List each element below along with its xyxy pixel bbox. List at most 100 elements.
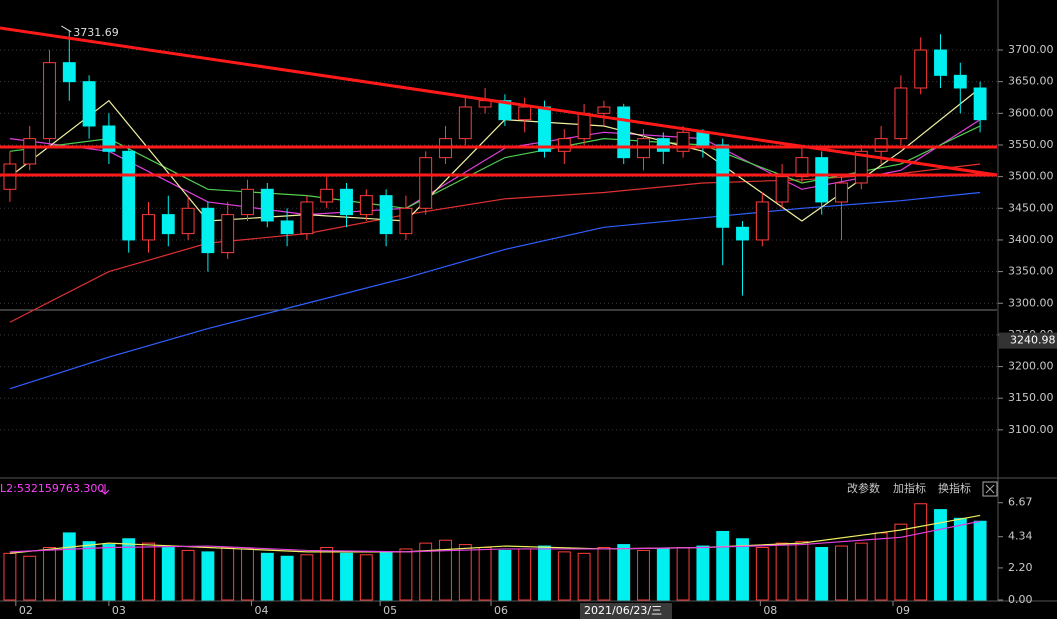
ma-line	[9, 514, 981, 554]
candle-body	[894, 87, 908, 140]
candle-body	[379, 195, 393, 235]
candle-body	[795, 157, 809, 178]
candle-body	[914, 49, 928, 89]
y-tick-label: 3700.00	[1008, 43, 1054, 56]
candle-body	[161, 214, 175, 235]
candle-body	[102, 125, 116, 152]
volume-bar	[953, 517, 967, 601]
candle-body	[498, 100, 512, 121]
volume-bar	[557, 551, 571, 601]
candle-body	[518, 106, 532, 121]
candle-body	[874, 138, 888, 152]
x-tick-label: 04	[254, 604, 268, 617]
ma-line	[9, 520, 981, 553]
volume-bar	[498, 549, 512, 601]
close-button[interactable]	[982, 481, 998, 497]
y-tick-label: 3300.00	[1008, 296, 1054, 309]
candle-body	[854, 150, 868, 184]
candle-body	[300, 201, 314, 235]
volume-bar	[854, 542, 868, 601]
candle-body	[815, 157, 829, 203]
candle-body	[597, 106, 611, 114]
trend-line	[0, 26, 998, 177]
volume-bar	[458, 544, 472, 601]
candle-body	[934, 49, 947, 76]
volume-bar	[637, 549, 650, 601]
candle-body	[320, 188, 334, 203]
volume-bar	[597, 547, 611, 601]
y-tick-label: 3350.00	[1008, 265, 1054, 278]
volume-bar	[736, 538, 749, 601]
candle-body	[676, 131, 690, 152]
y-tick-label: 2.20	[1008, 561, 1033, 574]
volume-bar	[478, 547, 492, 601]
volume-bar	[23, 555, 37, 601]
y-tick-label: 3500.00	[1008, 170, 1054, 183]
annotation-pointer	[61, 25, 72, 33]
volume-bar	[3, 552, 17, 601]
button[interactable]: 换指标	[938, 481, 971, 495]
candle-body	[142, 214, 155, 241]
volume-bar	[241, 548, 254, 601]
volume-bar	[161, 547, 175, 601]
volume-bar	[43, 547, 56, 601]
plot-area: 3731.69	[0, 25, 997, 601]
volume-bar	[617, 544, 631, 601]
candle-body	[280, 220, 294, 235]
y-tick-label: 3600.00	[1008, 106, 1054, 119]
volume-bar	[914, 503, 928, 601]
x-tick-label: 05	[383, 604, 397, 617]
volume-bar	[439, 539, 452, 601]
candle-body	[359, 195, 373, 216]
volume-bar	[300, 554, 314, 601]
date-box	[580, 603, 672, 619]
volume-bar	[538, 545, 551, 601]
candle-body	[716, 144, 730, 228]
candle-body	[557, 138, 571, 152]
candle-body	[122, 150, 136, 241]
candle-body	[399, 207, 413, 235]
max-annotation: 3731.69	[73, 26, 119, 39]
button[interactable]: 改参数	[847, 481, 880, 495]
volume-bar	[874, 532, 888, 601]
y-tick-label: 3650.00	[1008, 75, 1054, 88]
candle-body	[3, 163, 17, 190]
volume-bar	[399, 548, 413, 601]
volume-bar	[894, 523, 908, 601]
volume-bar	[280, 555, 294, 601]
x-tick-label: 02	[19, 604, 33, 617]
volume-bar	[221, 547, 235, 601]
volume-bar	[934, 509, 947, 601]
volume-bar	[260, 552, 274, 601]
candle-body	[43, 62, 56, 140]
y-tick-label: 3400.00	[1008, 233, 1054, 246]
volume-title: L2:532159763.300	[0, 482, 104, 495]
candle-body	[775, 176, 789, 203]
candle-body	[696, 131, 710, 146]
candle-body	[973, 87, 987, 121]
candle-body	[181, 207, 195, 235]
volume-bar	[656, 548, 670, 601]
volume-bar	[340, 552, 353, 601]
ma-line	[9, 125, 981, 209]
candle-body	[419, 157, 433, 209]
volume-bar	[518, 548, 532, 601]
candle-body	[340, 188, 353, 216]
volume-bar	[835, 545, 848, 601]
y-tick-label: 0.00	[1008, 593, 1033, 606]
candle-body	[577, 112, 591, 140]
candle-body	[736, 226, 749, 241]
price-marker-box	[999, 332, 1057, 349]
y-tick-label: 4.34	[1008, 530, 1033, 543]
candle-body	[835, 182, 848, 203]
candle-body	[755, 201, 769, 241]
price-marker-label: 3240.98	[1010, 334, 1056, 347]
candle-body	[458, 106, 472, 140]
volume-bar	[82, 541, 96, 601]
volume-bar	[379, 551, 393, 601]
volume-bar	[320, 547, 334, 601]
button[interactable]: 加指标	[893, 481, 926, 495]
candle-body	[617, 106, 631, 159]
volume-bar	[122, 538, 136, 601]
x-tick-label: 06	[494, 604, 508, 617]
